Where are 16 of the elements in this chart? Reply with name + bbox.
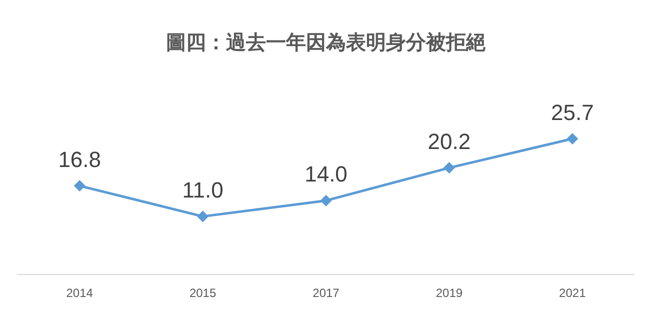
data-label: 20.2	[428, 128, 471, 154]
point	[198, 211, 208, 222]
point	[567, 133, 578, 144]
x-tick-label: 2015	[189, 286, 216, 300]
x-tick-label: 2019	[436, 286, 463, 300]
chart-title: 圖四：過去一年因為表明身分被拒絕	[166, 30, 486, 54]
x-tick-label: 2021	[559, 286, 586, 300]
x-tick-label: 2014	[66, 286, 94, 300]
data-label: 16.8	[58, 146, 102, 172]
point	[444, 162, 454, 174]
data-label: 11.0	[182, 178, 224, 203]
point	[320, 195, 332, 206]
data-label: 14.0	[304, 162, 348, 187]
point	[74, 180, 85, 192]
x-tick-label: 2017	[312, 286, 340, 300]
data-label: 25.7	[550, 100, 594, 125]
